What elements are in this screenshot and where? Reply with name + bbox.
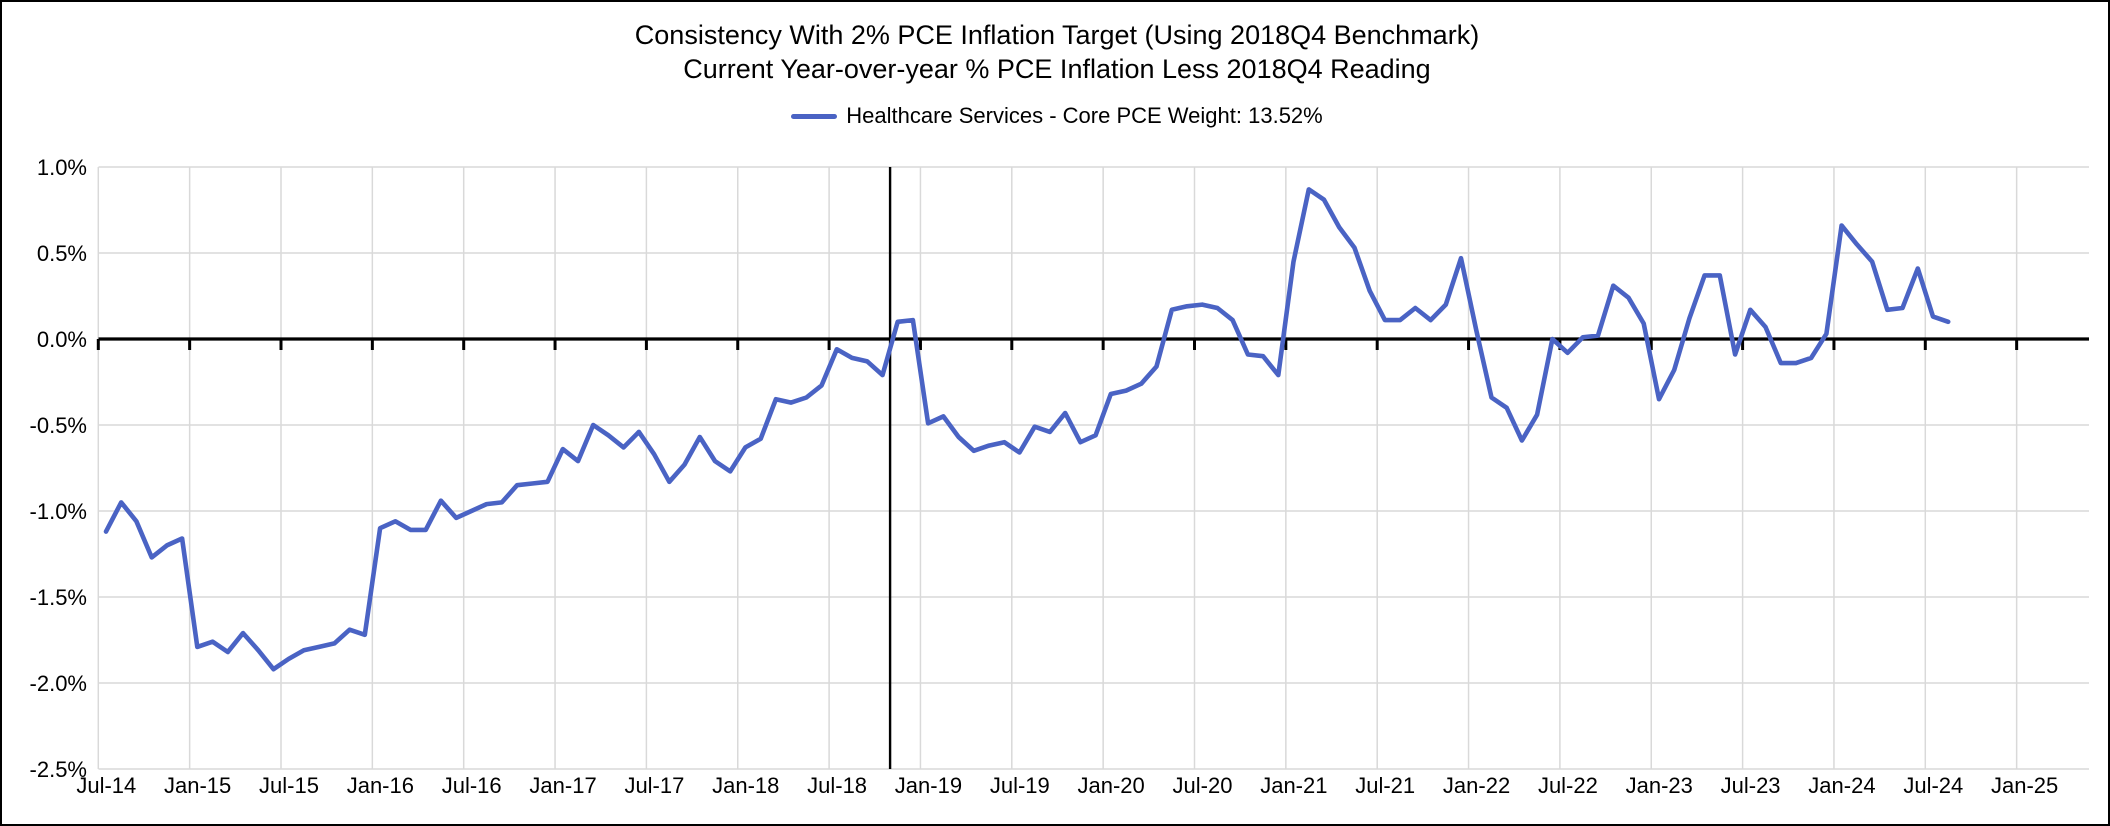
y-axis-label: -1.0% [30,499,87,524]
x-axis-label: Jul-14 [76,773,136,798]
x-axis-label: Jul-21 [1355,773,1415,798]
x-axis-label: Jan-18 [712,773,779,798]
healthcare-services-series-line [103,187,1951,672]
x-axis-label: Jan-19 [895,773,962,798]
legend-line-swatch [791,113,838,119]
x-axis-label: Jul-19 [990,773,1050,798]
y-axis-label: 0.0% [37,327,87,352]
x-axis-label: Jul-23 [1721,773,1781,798]
x-axis-label: Jul-22 [1538,773,1598,798]
chart-title: Consistency With 2% PCE Inflation Target… [634,20,1480,50]
x-axis-label: Jul-15 [259,773,319,798]
x-axis-label: Jan-16 [347,773,414,798]
x-axis-label: Jan-24 [1808,773,1875,798]
x-axis-label: Jul-20 [1173,773,1233,798]
x-axis-label: Jul-18 [807,773,867,798]
x-axis-label: Jul-17 [624,773,684,798]
x-axis-label: Jan-22 [1443,773,1510,798]
legend-label: Healthcare Services - Core PCE Weight: 1… [846,103,1323,128]
y-axis-label: 1.0% [37,155,87,180]
x-axis-label: Jan-15 [164,773,231,798]
chart-subtitle: Current Year-over-year % PCE Inflation L… [683,54,1431,84]
x-axis-label: Jan-23 [1626,773,1693,798]
y-axis-label: -2.5% [30,757,87,782]
legend: Healthcare Services - Core PCE Weight: 1… [2,103,2108,129]
chart-title-block: Consistency With 2% PCE Inflation Target… [2,18,2108,86]
x-axis-label: Jan-20 [1078,773,1145,798]
y-axis-label: -1.5% [30,585,87,610]
x-axis-label: Jan-25 [1991,773,2058,798]
x-axis-label: Jul-24 [1903,773,1963,798]
x-axis-label: Jul-16 [442,773,502,798]
y-axis-label: 0.5% [37,241,87,266]
y-axis-label: -2.0% [30,671,87,696]
y-axis-label: -0.5% [30,413,87,438]
x-axis-label: Jan-17 [529,773,596,798]
x-axis-label: Jan-21 [1260,773,1327,798]
